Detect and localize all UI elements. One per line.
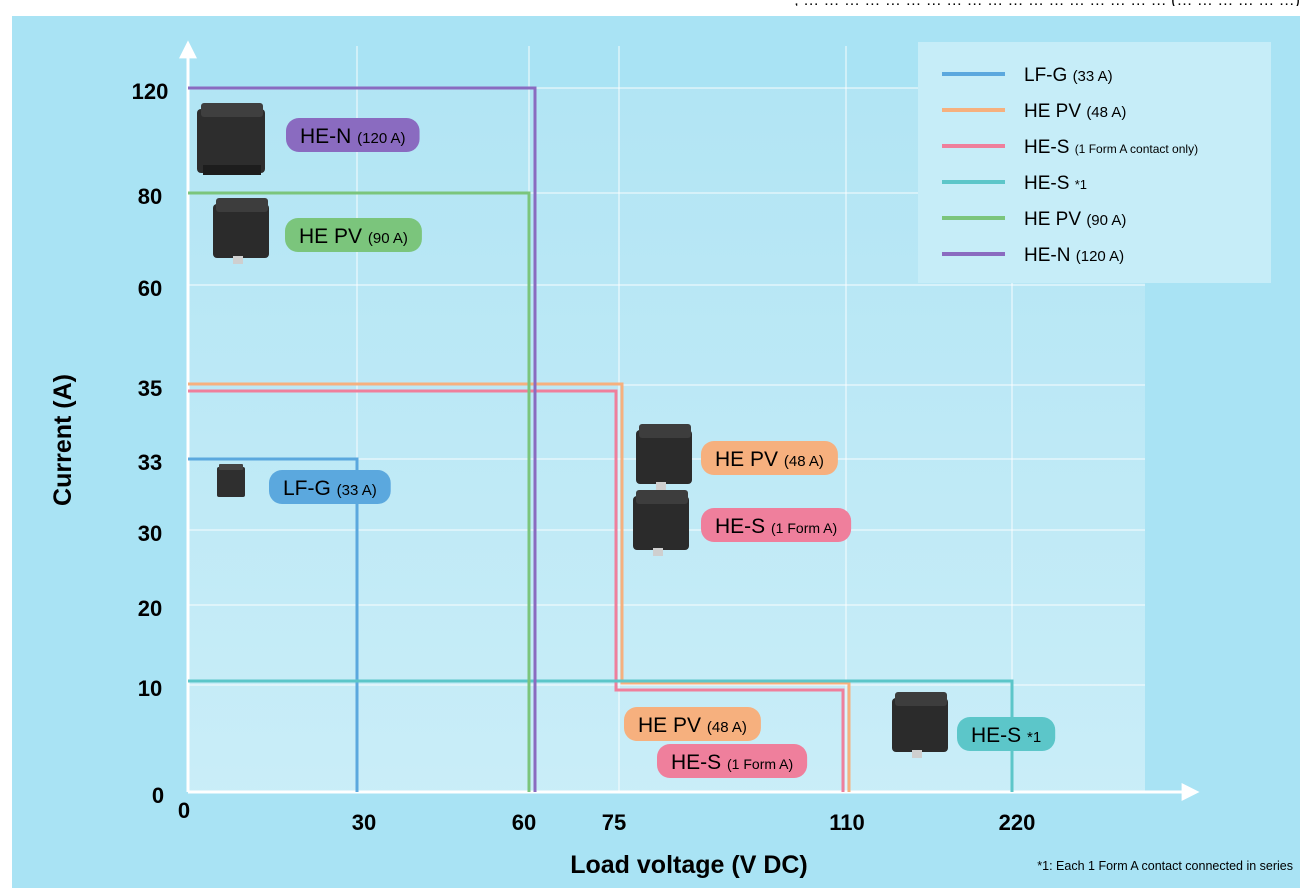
series-line-hepv48 — [188, 382, 851, 792]
pill-label: HE-S *1 — [971, 724, 1041, 747]
y-tick-label-60: 60 — [138, 276, 162, 301]
y-tick-label-35: 35 — [138, 376, 162, 401]
relay-pin — [233, 256, 243, 264]
legend-entry-2: HE PV (48 A) — [942, 101, 1126, 122]
relay-body — [213, 204, 269, 258]
relay-pin — [653, 548, 663, 556]
annotation-pill: LF-G (33 A) — [269, 470, 391, 504]
pill-label: HE-N (120 A) — [300, 125, 406, 148]
relay-picture — [197, 103, 265, 175]
pill-background — [269, 470, 391, 504]
pill-background — [624, 707, 761, 741]
tick-labels: 0 30 60 75 110 220 0 10 20 30 33 35 60 80 120 — [132, 79, 1036, 835]
annotation-pill: HE-S (1 Form A) — [701, 508, 852, 542]
series-line-hes1a — [188, 389, 845, 792]
legend: LF-G (33 A) HE PV (48 A) HE-S (1 Form A co… — [918, 42, 1271, 283]
relay-body — [636, 430, 692, 484]
x-tick-label-75: 75 — [602, 810, 626, 835]
x-axis-title: Load voltage (V DC) — [570, 851, 808, 879]
pill-label: LF-G (33 A) — [283, 477, 377, 500]
relay-body — [197, 109, 265, 173]
relay-top — [216, 198, 268, 212]
y-tick-label-10: 10 — [138, 676, 162, 701]
pill-label: HE-S (1 Form A) — [671, 751, 793, 774]
series-line-hen — [188, 86, 537, 792]
product-annotations: HE-N (120 A) HE PV (90 A) LF-G (33 A) HE PV… — [197, 103, 1056, 778]
pill-background — [701, 441, 838, 475]
legend-entry-3: HE-S (1 Form A contact only) — [942, 137, 1198, 158]
ann-hen: HE-N (120 A) — [197, 103, 420, 175]
y-tick-label-80: 80 — [138, 184, 162, 209]
x-tick-label-110: 110 — [829, 810, 865, 835]
legend-label: HE-N (120 A) — [1024, 245, 1124, 266]
y-tick-label-33: 33 — [138, 450, 162, 475]
relay-pin — [912, 750, 922, 758]
x-tick-label-220: 220 — [999, 810, 1036, 835]
y-tick-label-120: 120 — [132, 79, 169, 104]
annotation-pill: HE PV (90 A) — [285, 218, 422, 252]
relay-top — [636, 490, 688, 504]
annotation-pill: HE-S (1 Form A) — [657, 744, 808, 778]
legend-label: HE PV (48 A) — [1024, 101, 1126, 122]
pill-label: HE PV (48 A) — [638, 714, 747, 737]
relay-picture — [633, 490, 689, 556]
series-lines — [188, 86, 1014, 792]
y-tick-label-30: 30 — [138, 521, 162, 546]
relay-base — [203, 165, 261, 175]
x-tick-label-0: 0 — [178, 798, 190, 823]
legend-box — [918, 42, 1271, 283]
legend-entry-5: HE PV (90 A) — [942, 209, 1126, 230]
annotation-pill: HE PV (48 A) — [701, 441, 838, 475]
relay-body — [633, 496, 689, 550]
ann-hepv48: HE PV (48 A) — [636, 424, 838, 490]
relay-pin — [656, 482, 666, 490]
pill-background — [657, 744, 808, 778]
legend-label: HE-S *1 — [1024, 173, 1087, 194]
y-tick-label-0: 0 — [152, 783, 164, 808]
relay-body — [892, 698, 948, 752]
relay-picture — [217, 464, 245, 497]
ann-hepv48-low: HE PV (48 A) — [624, 707, 761, 741]
relay-picture — [213, 198, 269, 264]
y-axis-title: Current (A) — [49, 374, 77, 506]
annotation-pill: HE-S *1 — [957, 717, 1056, 751]
legend-entry-1: LF-G (33 A) — [942, 65, 1113, 86]
footnote: *1: Each 1 Form A contact connected in s… — [1037, 859, 1293, 873]
relay-top — [639, 424, 691, 438]
legend-label: LF-G (33 A) — [1024, 65, 1113, 86]
annotation-pill: HE-N (120 A) — [286, 118, 420, 152]
pill-background — [957, 717, 1056, 751]
x-tick-label-60: 60 — [512, 810, 536, 835]
ann-hes1: HE-S *1 — [892, 692, 1056, 758]
ann-lfg: LF-G (33 A) — [217, 464, 391, 504]
pill-label: HE-S (1 Form A) — [715, 515, 837, 538]
series-line-hes1 — [188, 679, 1014, 792]
legend-entry-4: HE-S *1 — [942, 173, 1087, 194]
x-tick-label-30: 30 — [352, 810, 376, 835]
legend-entry-6: HE-N (120 A) — [942, 245, 1124, 266]
pill-background — [701, 508, 852, 542]
ann-hes-1forma: HE-S (1 Form A) — [633, 490, 852, 556]
pill-background — [286, 118, 420, 152]
relay-picture — [636, 424, 692, 490]
pill-label: HE PV (48 A) — [715, 448, 824, 471]
ann-hepv90: HE PV (90 A) — [213, 198, 422, 264]
legend-label: HE-S (1 Form A contact only) — [1024, 137, 1198, 158]
legend-label: HE PV (90 A) — [1024, 209, 1126, 230]
relay-top — [201, 103, 263, 117]
pill-label: HE PV (90 A) — [299, 225, 408, 248]
relay-top — [895, 692, 947, 706]
y-tick-label-20: 20 — [138, 596, 162, 621]
relay-top — [219, 464, 243, 470]
pill-background — [285, 218, 422, 252]
annotation-pill: HE PV (48 A) — [624, 707, 761, 741]
series-line-hepv90 — [188, 191, 531, 792]
relay-picture — [892, 692, 948, 758]
relay-body — [217, 467, 245, 497]
header-fragment: , … … … … … … … … … … … … … … … … … … (…… — [0, 0, 1300, 6]
ann-hes-low: HE-S (1 Form A) — [657, 744, 808, 778]
